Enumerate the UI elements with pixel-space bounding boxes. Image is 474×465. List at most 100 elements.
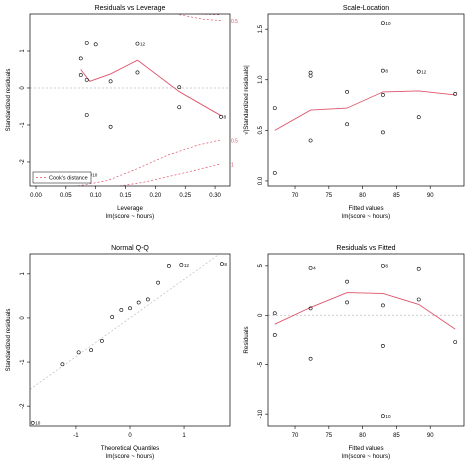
data-point bbox=[84, 113, 89, 117]
data-point bbox=[99, 338, 104, 343]
plot-frame bbox=[267, 253, 465, 427]
data-point bbox=[416, 266, 421, 271]
point-label: 8 bbox=[224, 115, 227, 120]
plot-frame bbox=[29, 253, 231, 427]
x-tick-label: 85 bbox=[393, 433, 400, 439]
panel-title: Scale-Location bbox=[343, 5, 389, 12]
data-point bbox=[380, 21, 385, 26]
x-tick-label: 0.10 bbox=[90, 193, 102, 199]
y-tick-label: -2 bbox=[20, 159, 26, 165]
y-tick-label: 1.5 bbox=[258, 24, 264, 33]
data-point bbox=[84, 77, 89, 82]
data-point bbox=[93, 42, 98, 47]
x-tick-label: 0.15 bbox=[120, 193, 132, 199]
x-tick-label: 0.30 bbox=[209, 193, 221, 199]
data-point bbox=[345, 122, 349, 127]
y-axis-label: Residuals bbox=[243, 326, 250, 353]
plot-frame bbox=[29, 13, 231, 187]
x-tick-label: 80 bbox=[359, 433, 366, 439]
x-tick-label: 85 bbox=[393, 193, 400, 199]
x-tick-label: 70 bbox=[292, 193, 299, 199]
scale-location-panel: Scale-Location 10 8 12 70 75 80 85 90 0.0 0.5 1.0 1.… bbox=[243, 5, 465, 220]
cooks-distance-curve bbox=[77, 139, 222, 186]
data-point bbox=[177, 105, 182, 110]
y-tick-label: 0 bbox=[258, 313, 264, 317]
x-tick-label: 80 bbox=[359, 193, 366, 199]
data-point bbox=[453, 340, 458, 344]
data-point bbox=[145, 297, 150, 302]
y-axis-label: √|Standardized residuals| bbox=[243, 65, 250, 135]
data-point bbox=[453, 92, 458, 96]
data-point bbox=[308, 70, 313, 75]
data-point bbox=[308, 306, 313, 311]
cooks-contour-label: 0.5 bbox=[231, 19, 238, 25]
x-axis-label: Theoretical Quantiles bbox=[101, 445, 159, 452]
point-label: 8 bbox=[385, 264, 388, 269]
x-tick-label: 0 bbox=[128, 433, 132, 439]
x-tick-label: 90 bbox=[427, 193, 434, 199]
data-point bbox=[416, 115, 421, 120]
x-tick-label: 70 bbox=[292, 433, 299, 439]
cooks-distance-curve bbox=[179, 14, 222, 22]
data-point bbox=[308, 73, 313, 78]
data-point bbox=[308, 265, 313, 270]
data-point bbox=[156, 280, 161, 285]
data-point bbox=[167, 264, 171, 268]
x-axis-sublabel: lm(score ~ hours) bbox=[342, 213, 390, 220]
data-point bbox=[219, 262, 224, 267]
x-tick-label: 1 bbox=[182, 433, 186, 439]
cooks-contour-label: 1 bbox=[231, 162, 234, 168]
data-point bbox=[179, 263, 184, 267]
data-point bbox=[308, 138, 313, 143]
y-tick-label: 1 bbox=[20, 272, 26, 276]
data-point bbox=[380, 68, 385, 73]
point-label: 8 bbox=[385, 68, 388, 73]
y-tick-label: 1 bbox=[20, 49, 26, 53]
x-axis-label: Fitted values bbox=[348, 205, 383, 212]
data-point bbox=[136, 300, 141, 305]
data-point bbox=[128, 306, 132, 311]
y-tick-label: 5 bbox=[258, 264, 264, 268]
point-label: 4 bbox=[313, 266, 316, 271]
y-tick-label: -2 bbox=[20, 403, 26, 409]
data-point bbox=[345, 279, 349, 284]
data-point bbox=[345, 300, 349, 305]
x-tick-label: 0.05 bbox=[60, 193, 72, 199]
x-axis-label: Fitted values bbox=[348, 445, 383, 452]
data-point bbox=[135, 70, 140, 75]
x-tick-label: 0.20 bbox=[150, 193, 162, 199]
x-axis-label: Leverage bbox=[117, 205, 143, 212]
y-tick-label: 0 bbox=[20, 316, 26, 320]
data-point bbox=[135, 41, 140, 46]
point-label: 8 bbox=[224, 262, 227, 267]
y-axis-label: Standardized residuals bbox=[5, 309, 12, 372]
data-point bbox=[380, 303, 385, 308]
data-point bbox=[380, 93, 385, 97]
y-tick-label: -10 bbox=[258, 409, 264, 418]
data-point bbox=[272, 311, 277, 316]
point-label: 10 bbox=[92, 173, 98, 178]
data-point bbox=[219, 114, 223, 119]
x-tick-label: 0.25 bbox=[179, 193, 191, 199]
y-tick-label: -1 bbox=[20, 359, 26, 365]
data-point bbox=[60, 362, 65, 367]
y-axis-label: Standardized residuals bbox=[5, 69, 12, 132]
data-point bbox=[380, 130, 385, 135]
data-point bbox=[110, 315, 115, 319]
cooks-contour-label: 0.5 bbox=[231, 138, 238, 144]
data-point bbox=[416, 297, 421, 302]
y-tick-label: 1.0 bbox=[258, 75, 264, 84]
data-point bbox=[119, 308, 124, 312]
point-label: 12 bbox=[421, 69, 427, 74]
x-axis-sublabel: lm(score ~ hours) bbox=[342, 453, 390, 460]
data-point bbox=[380, 344, 385, 348]
data-point bbox=[272, 170, 277, 175]
data-point bbox=[272, 106, 277, 110]
x-axis-sublabel: lm(score ~ hours) bbox=[106, 213, 154, 220]
x-tick-label: 90 bbox=[427, 433, 434, 439]
point-label: 12 bbox=[184, 263, 190, 268]
normal-qq-panel: Normal Q-Q 10 12 8 -1 0 1 -2 -1 0 1 Theoretical Qua… bbox=[5, 245, 231, 460]
point-label: 10 bbox=[385, 414, 391, 419]
point-label: 10 bbox=[385, 21, 391, 26]
